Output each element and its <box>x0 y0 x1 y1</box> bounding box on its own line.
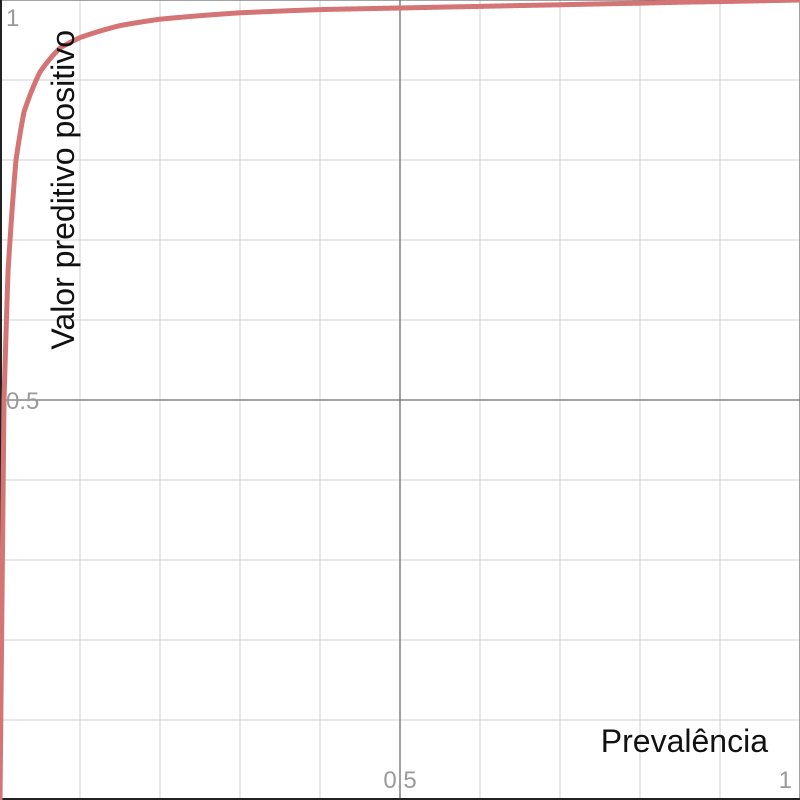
tick-labels: 0.5 1 0.5 1 <box>6 5 792 794</box>
x-axis-title: Prevalência <box>601 723 768 759</box>
x-tick-label: 1 <box>779 767 792 794</box>
x-tick-label: 0.5 <box>383 767 416 794</box>
y-tick-label: 0.5 <box>6 388 39 415</box>
y-axis-title: Valor preditivo positivo <box>45 30 81 350</box>
y-tick-label: 1 <box>6 5 19 32</box>
